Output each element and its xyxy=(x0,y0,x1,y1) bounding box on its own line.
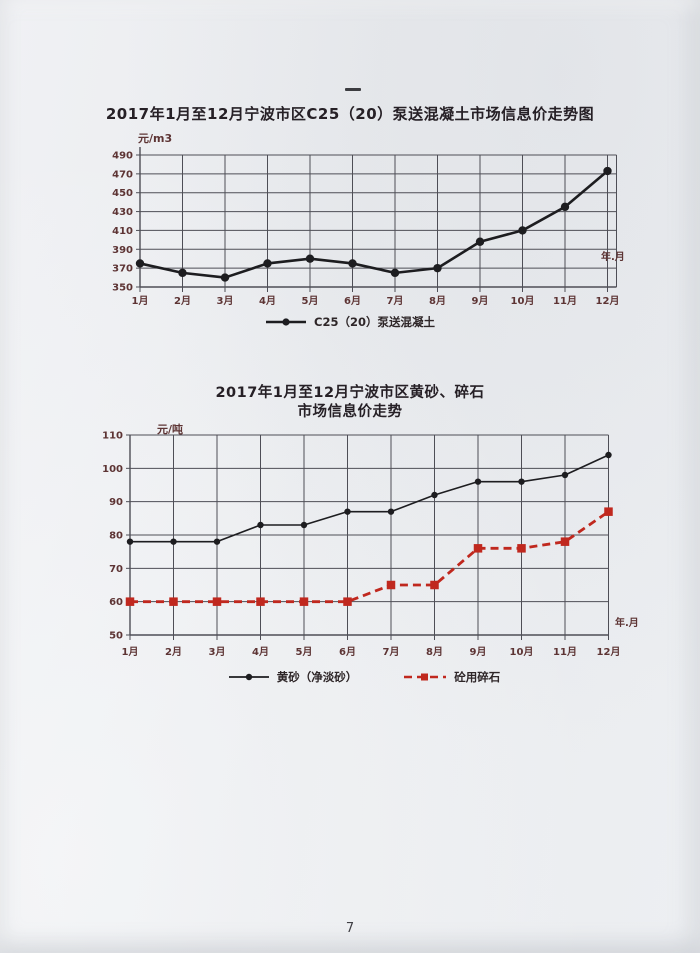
legend-line-circle-icon xyxy=(228,673,269,681)
chart2-title: 2017年1月至12月宁波市区黄砂、碎石 xyxy=(215,385,485,401)
chart2-legend-item-gravel: 砼用碎石 xyxy=(403,669,500,685)
legend-line-circle-icon xyxy=(266,318,307,326)
chart2-subtitle: 市场信息价走势 xyxy=(297,404,403,420)
chart1-title: 2017年1月至12月宁波市区C25（20）泵送混凝土市场信息价走势图 xyxy=(105,105,595,123)
legend-dashed-square-icon xyxy=(404,673,447,681)
svg-text:2月: 2月 xyxy=(174,295,191,307)
svg-text:4月: 4月 xyxy=(259,295,276,307)
chart1-plot: 350 370 390 410 430 450 470 490 1月 2月 3月 4月 5月 6月 7月 8月… xyxy=(112,147,620,307)
svg-text:1月: 1月 xyxy=(132,295,149,307)
page-number: 7 xyxy=(345,921,355,936)
svg-text:430: 430 xyxy=(112,207,133,218)
svg-text:7月: 7月 xyxy=(387,295,404,307)
svg-text:100: 100 xyxy=(102,464,123,475)
chart1-legend-label: C25（20）泵送混凝土 xyxy=(314,315,435,329)
svg-text:6月: 6月 xyxy=(339,646,356,658)
svg-text:11月: 11月 xyxy=(553,295,577,307)
svg-text:8月: 8月 xyxy=(429,295,446,307)
chart2-plot: 50 60 70 80 90 100 110 1月 2月 3月 4月 5月 6月 7月 8月 9月 10月 11月… xyxy=(102,431,621,659)
svg-text:60: 60 xyxy=(109,597,123,608)
chart2-x-unit-label: 年.月 xyxy=(615,618,639,629)
svg-text:350: 350 xyxy=(112,283,133,294)
chart2-legend-label-gravel: 砼用碎石 xyxy=(454,670,501,684)
chart2-legend-label-sand: 黄砂（净淡砂） xyxy=(276,670,358,684)
svg-text:1月: 1月 xyxy=(122,646,139,658)
svg-text:80: 80 xyxy=(109,531,123,542)
svg-text:8月: 8月 xyxy=(426,646,443,658)
svg-text:6月: 6月 xyxy=(344,295,361,307)
svg-text:110: 110 xyxy=(102,431,123,442)
svg-text:70: 70 xyxy=(109,564,123,575)
svg-text:3月: 3月 xyxy=(217,295,234,307)
svg-text:12月: 12月 xyxy=(597,646,621,658)
svg-text:450: 450 xyxy=(112,188,133,199)
svg-text:4月: 4月 xyxy=(252,646,269,658)
svg-text:10月: 10月 xyxy=(511,295,535,307)
svg-text:90: 90 xyxy=(109,497,123,508)
svg-text:10月: 10月 xyxy=(510,646,534,658)
svg-text:5月: 5月 xyxy=(296,646,313,658)
svg-text:7月: 7月 xyxy=(383,646,400,658)
chart2-legend-item-sand: 黄砂（净淡砂） xyxy=(228,669,358,685)
chart2-legend: 黄砂（净淡砂） 砼用碎石 xyxy=(0,669,700,685)
svg-text:5月: 5月 xyxy=(302,295,319,307)
chart2-y-unit-label: 元/吨 xyxy=(157,423,184,436)
svg-text:50: 50 xyxy=(109,631,123,642)
svg-text:9月: 9月 xyxy=(470,646,487,658)
svg-text:11月: 11月 xyxy=(553,646,577,658)
svg-text:2月: 2月 xyxy=(165,646,182,658)
chart1-legend: C25（20）泵送混凝土 xyxy=(0,314,700,330)
svg-text:470: 470 xyxy=(112,169,133,180)
svg-text:370: 370 xyxy=(112,264,133,275)
svg-text:490: 490 xyxy=(112,151,133,162)
svg-text:9月: 9月 xyxy=(472,295,489,307)
svg-text:390: 390 xyxy=(112,245,133,256)
svg-text:3月: 3月 xyxy=(209,646,226,658)
svg-text:12月: 12月 xyxy=(596,295,620,307)
chart1-y-unit-label: 元/m3 xyxy=(138,132,173,145)
chart1-x-unit-label: 年.月 xyxy=(601,252,625,263)
svg-text:410: 410 xyxy=(112,226,133,237)
page-top-mark xyxy=(345,88,361,91)
